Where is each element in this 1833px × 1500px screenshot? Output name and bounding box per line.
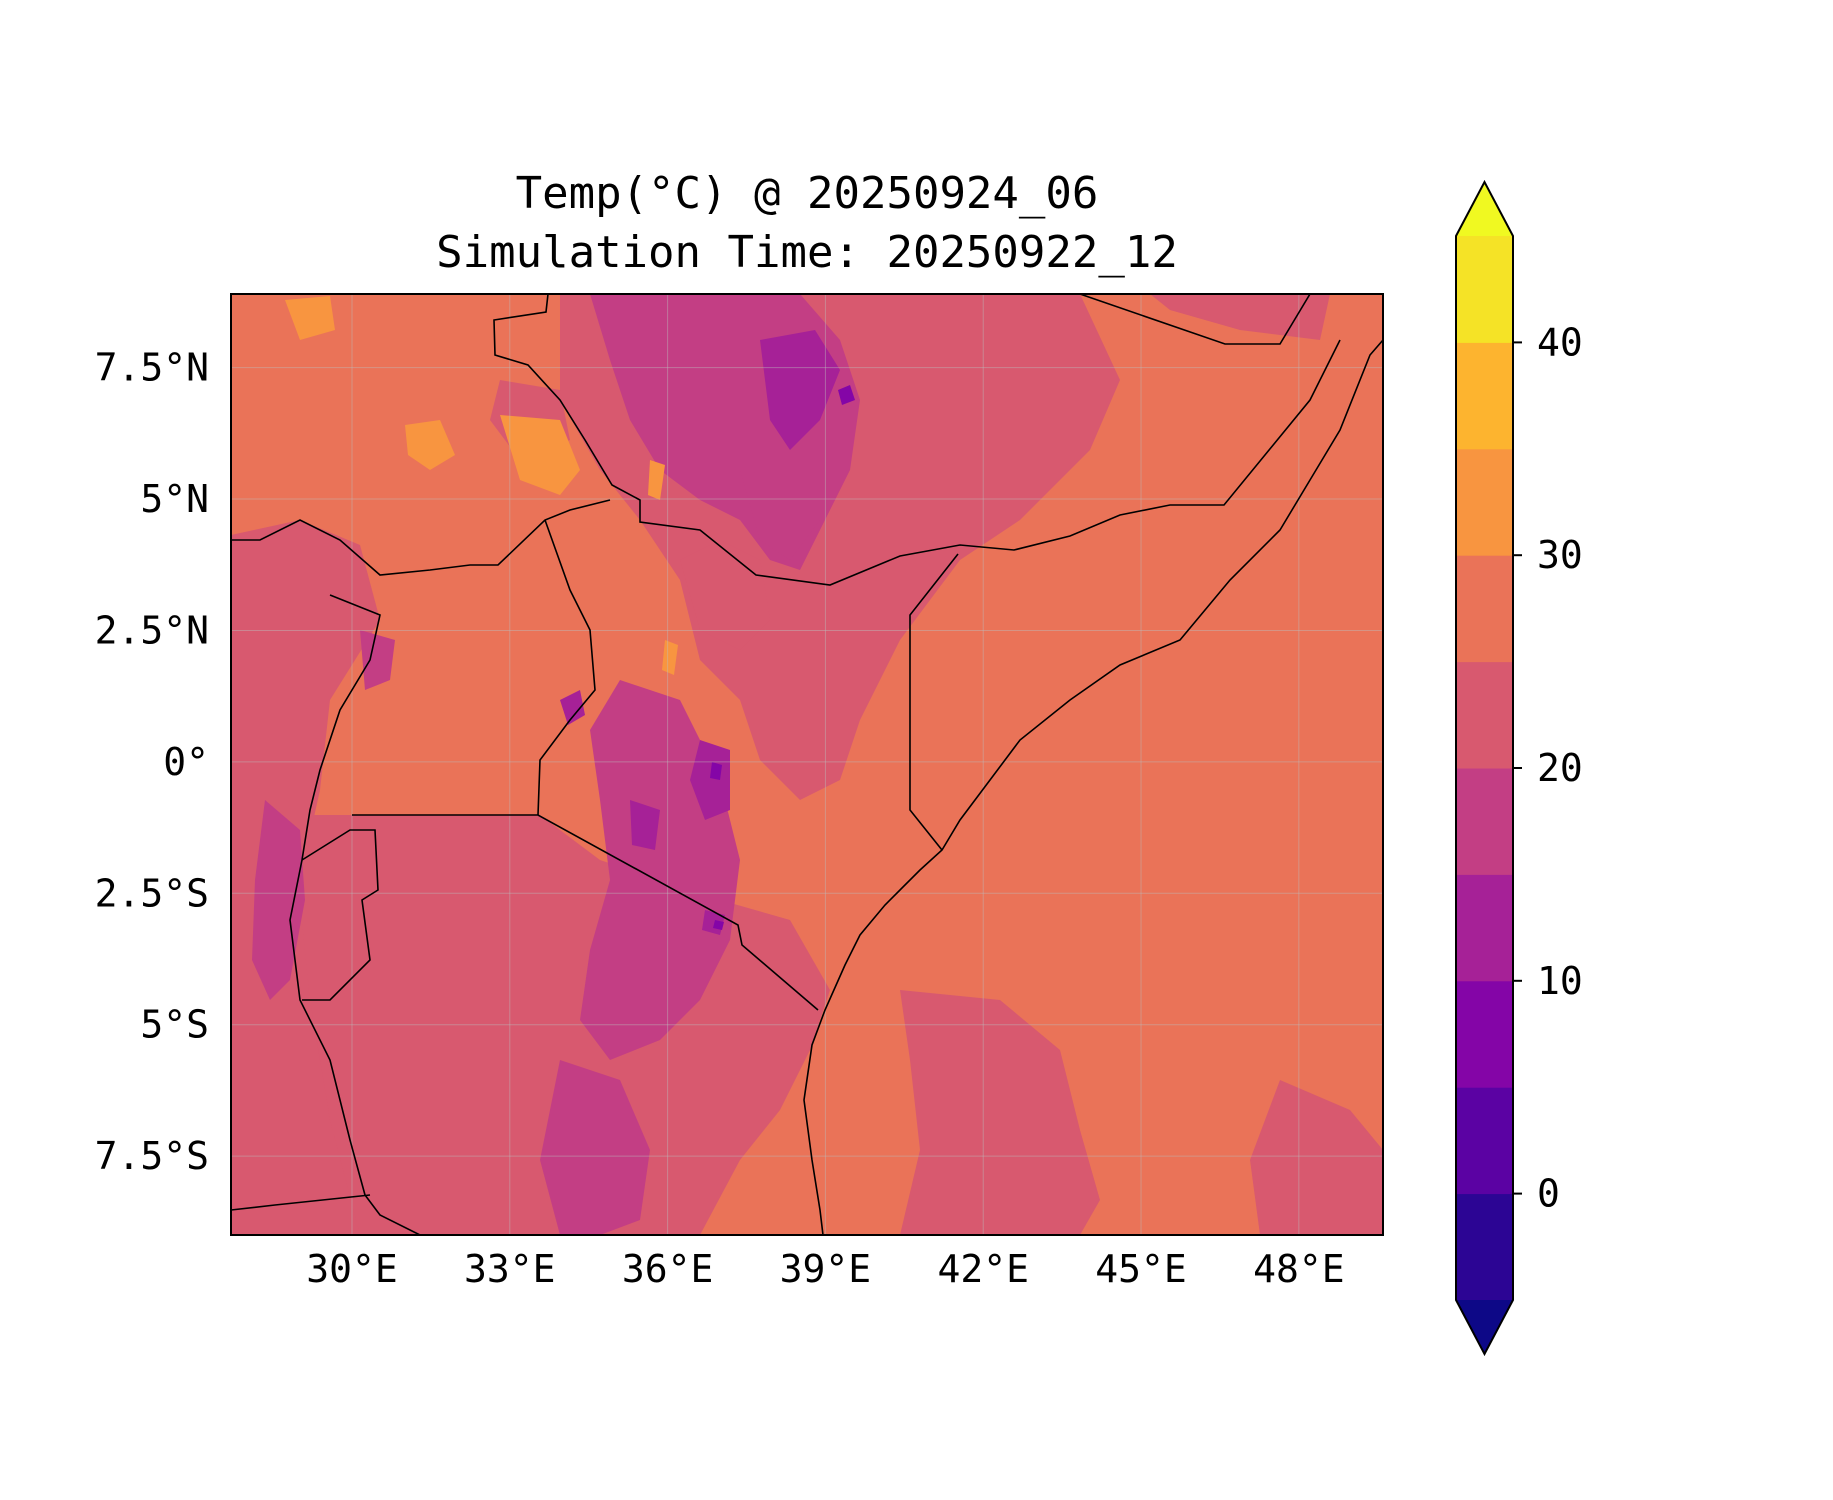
colorbar-segment [1456,768,1513,875]
temperature-field [231,294,1383,1235]
lat-tick-label: 5°N [140,477,209,521]
lon-tick-label: 33°E [464,1247,556,1291]
lat-tick-labels: 7.5°N 5°N 2.5°N 0° 2.5°S 5°S 7.5°S [95,346,209,1179]
gridlines [231,294,1383,1235]
lat-tick-label: 2.5°S [95,871,209,915]
border-rwanda-burundi [301,829,379,1001]
colorbar-tick-label: 30 [1537,533,1583,577]
lat-tick-label: 7.5°S [95,1134,209,1178]
colorbar-under-triangle [1456,1300,1513,1354]
lat-tick-label: 2.5°N [95,608,209,652]
colorbar-tick-label: 40 [1537,320,1583,364]
colorbar-segment [1456,874,1513,982]
lon-tick-labels: 30°E 33°E 36°E 39°E 42°E 45°E 48°E [306,1247,1344,1291]
map-title-line2: Simulation Time: 20250922_12 [436,227,1178,278]
lon-tick-label: 45°E [1095,1247,1187,1291]
border-south-west [231,1194,371,1211]
colorbar-segment [1456,555,1513,663]
lat-tick-label: 0° [163,740,209,784]
colorbar-over-triangle [1456,182,1513,236]
border-lake-victoria-south [352,814,819,1011]
border-uganda-kenya [537,519,596,816]
field-band-30-35 [285,296,678,675]
lon-tick-label: 36°E [622,1247,714,1291]
lat-tick-label: 5°S [140,1003,209,1047]
colorbar-tick-label: 10 [1537,959,1583,1003]
colorbar-segment [1456,448,1513,556]
border-somaliland-djibouti [1079,294,1311,345]
field-band-5-10 [710,385,855,930]
colorbar-segment [1456,1087,1513,1195]
colorbar-segment [1456,342,1513,450]
map-title-line1: Temp(°C) @ 20250924_06 [515,168,1099,219]
map-frame [230,293,1384,1236]
colorbar-segment [1456,236,1513,343]
lon-tick-label: 39°E [780,1247,872,1291]
colorbar-outline [1455,179,1514,1357]
border-ethiopia-south [493,294,1341,586]
lon-tick-label: 42°E [937,1247,1029,1291]
lon-tick-label: 30°E [306,1247,398,1291]
boundaries [231,294,1383,1235]
border-kenya-somalia [909,553,959,851]
coastline [803,339,1383,1235]
lon-tick-label: 48°E [1253,1247,1345,1291]
colorbar: 0 10 20 30 40 [1455,179,1583,1357]
colorbar-segment [1456,980,1513,1088]
colorbar-segment [1456,1193,1513,1301]
colorbar-tick-label: 20 [1537,746,1583,790]
field-band-10-15 [560,330,840,935]
border-uganda-south-sudan [231,499,611,576]
lat-tick-label: 7.5°N [95,346,209,390]
colorbar-segment [1456,661,1513,769]
border-drc-east [289,594,421,1235]
colorbar-tick-label: 0 [1537,1172,1560,1216]
